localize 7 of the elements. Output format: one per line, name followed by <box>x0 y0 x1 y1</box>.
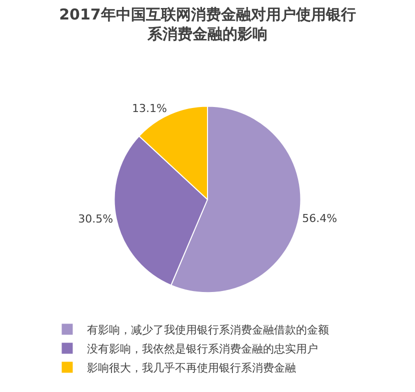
legend-label: 影响很大，我几乎不再使用银行系消费金融 <box>87 362 296 375</box>
legend-label: 没有影响，我依然是银行系消费金融的忠实用户 <box>87 342 318 356</box>
chart-title: 2017年中国互联网消费金融对用户使用银行系消费金融的影响 <box>59 6 356 43</box>
data-label: 13.1% <box>132 102 167 116</box>
data-label: 56.4% <box>302 212 338 225</box>
data-label: 30.5% <box>78 212 114 226</box>
legend-label: 有影响，减少了我使用银行系消费金融借款的金额 <box>87 324 330 337</box>
